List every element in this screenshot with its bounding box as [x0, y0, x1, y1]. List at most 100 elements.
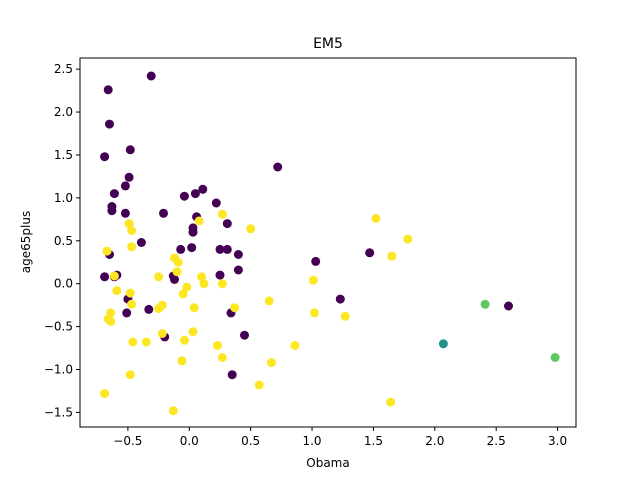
scatter-point	[310, 308, 319, 318]
chart-title: EM5	[313, 36, 343, 52]
scatter-point	[230, 303, 240, 313]
scatter-point	[141, 337, 151, 347]
scatter-point	[122, 308, 132, 318]
scatter-point	[112, 286, 122, 296]
scatter-point	[100, 389, 110, 398]
scatter-point	[109, 189, 119, 199]
scatter-point	[188, 327, 198, 337]
scatter-point	[188, 227, 198, 237]
data-points	[100, 71, 560, 416]
scatter-point	[106, 316, 116, 326]
scatter-point	[125, 288, 135, 298]
y-tick-label: 1.5	[54, 148, 73, 162]
x-tick-label: 2.5	[487, 434, 506, 448]
scatter-point	[100, 152, 110, 162]
y-tick-label: −0.5	[44, 320, 73, 334]
scatter-point	[311, 256, 321, 266]
scatter-point	[438, 339, 448, 349]
scatter-point	[109, 271, 119, 281]
scatter-point	[128, 337, 138, 347]
y-axis-ticks: −1.5 −1.0 −0.5 0.0 0.5 1.0 1.5 2.0 2.5	[44, 62, 80, 419]
scatter-point	[222, 244, 232, 254]
scatter-point	[179, 191, 189, 201]
scatter-point	[403, 234, 413, 244]
scatter-point	[127, 226, 137, 235]
x-axis-ticks: −0.5 0.0 0.5 1.0 1.5 2.0 2.5 3.0	[113, 427, 567, 448]
scatter-point	[103, 85, 113, 95]
scatter-point	[176, 244, 186, 254]
x-tick-label: 3.0	[548, 434, 567, 448]
scatter-point	[187, 243, 197, 253]
y-axis-label: age65plus	[19, 211, 33, 273]
scatter-point	[215, 244, 225, 254]
scatter-point	[222, 219, 232, 229]
y-tick-label: −1.0	[44, 363, 73, 377]
scatter-point	[213, 341, 222, 350]
scatter-point	[386, 397, 396, 407]
scatter-point	[267, 358, 276, 368]
scatter-point	[124, 219, 134, 229]
scatter-point	[102, 246, 112, 256]
scatter-point	[290, 341, 300, 350]
scatter-point	[387, 251, 397, 261]
scatter-point	[190, 189, 200, 199]
scatter-point	[120, 208, 130, 218]
scatter-point	[273, 162, 283, 172]
scatter-point	[136, 238, 146, 247]
scatter-point	[170, 274, 179, 284]
x-tick-label: 0.0	[180, 434, 199, 448]
scatter-point	[173, 257, 183, 267]
scatter-point	[159, 208, 168, 218]
scatter-point	[217, 279, 227, 289]
y-tick-label: 0.5	[54, 234, 73, 248]
scatter-point	[144, 304, 154, 314]
scatter-point	[308, 275, 318, 285]
scatter-point	[105, 119, 114, 129]
scatter-point	[254, 380, 264, 390]
scatter-point	[197, 272, 206, 282]
scatter-point	[146, 71, 156, 81]
scatter-point	[199, 279, 209, 289]
x-tick-label: −0.5	[113, 434, 142, 448]
scatter-point	[227, 370, 237, 380]
scatter-point	[365, 248, 375, 258]
scatter-point	[124, 172, 134, 182]
scatter-point	[217, 353, 227, 362]
scatter-point	[215, 270, 225, 280]
scatter-point	[127, 299, 137, 309]
scatter-point	[264, 296, 274, 306]
x-axis-label: Obama	[306, 456, 349, 470]
scatter-point	[335, 294, 345, 304]
scatter-point	[178, 289, 188, 299]
scatter-point	[480, 299, 490, 309]
x-tick-label: 1.5	[364, 434, 383, 448]
y-tick-label: 2.5	[54, 62, 73, 76]
scatter-point	[233, 265, 243, 275]
scatter-point	[107, 206, 117, 216]
scatter-point	[177, 356, 187, 366]
scatter-point	[189, 303, 199, 313]
scatter-point	[340, 311, 350, 321]
plot-frame	[79, 57, 577, 428]
scatter-point	[233, 250, 243, 259]
x-tick-label: 2.0	[425, 434, 444, 448]
scatter-point	[217, 209, 227, 219]
scatter-point	[125, 145, 135, 155]
scatter-point	[211, 198, 221, 208]
scatter-point	[371, 214, 381, 223]
scatter-point	[127, 242, 137, 252]
scatter-point	[168, 406, 178, 416]
x-tick-label: 0.5	[241, 434, 260, 448]
scatter-point	[240, 330, 249, 340]
scatter-point	[120, 181, 130, 191]
y-tick-label: 0.0	[54, 277, 73, 291]
scatter-point	[154, 272, 164, 282]
scatter-point	[504, 301, 513, 311]
scatter-point	[154, 304, 164, 314]
scatter-point	[179, 335, 189, 345]
scatter-point	[172, 267, 182, 277]
scatter-point	[246, 224, 256, 234]
scatter-point	[100, 272, 110, 282]
scatter-point	[198, 184, 208, 194]
